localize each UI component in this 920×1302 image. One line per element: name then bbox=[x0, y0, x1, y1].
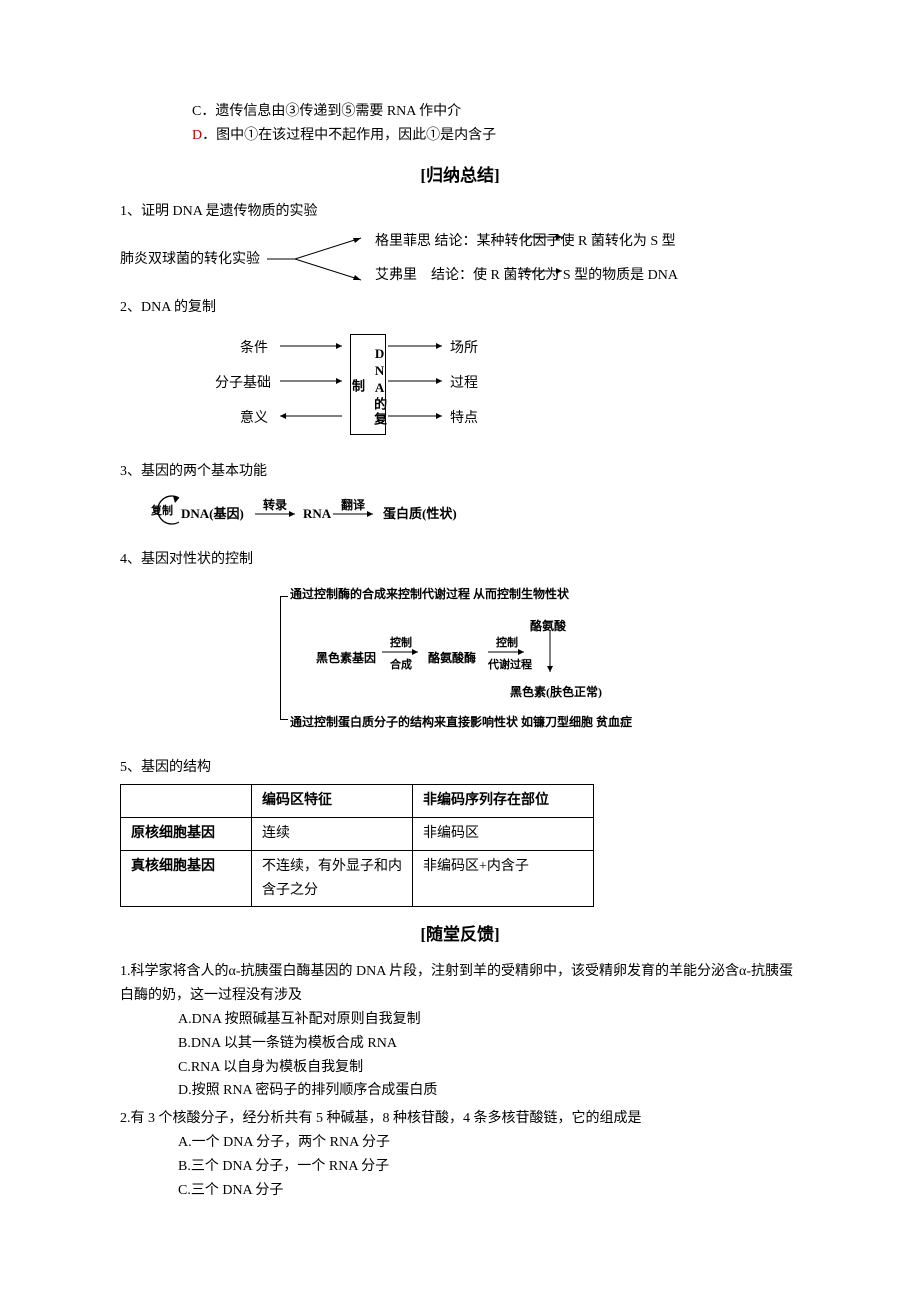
diag4-node1: 黑色素基因 bbox=[316, 648, 376, 668]
gene-structure-table: 编码区特征 非编码序列存在部位 原核细胞基因 连续 非编码区 真核细胞基因 不连… bbox=[120, 784, 594, 907]
diag4-lab1b: 合成 bbox=[390, 656, 412, 675]
heading-3: 3、基因的两个基本功能 bbox=[120, 460, 800, 484]
arrow-icon bbox=[488, 648, 532, 656]
q2-stem: 2.有 3 个核酸分子，经分析共有 5 种碱基，8 种核苷酸，4 条多核苷酸链，… bbox=[120, 1107, 800, 1131]
cell-r1c2: 非编码区 bbox=[413, 818, 594, 851]
arrow-icon bbox=[520, 266, 570, 276]
diag4-bottom: 通过控制蛋白质分子的结构来直接影响性状 如镰刀型细胞 贫血症 bbox=[290, 712, 632, 732]
diagram-gene-functions: 复制 DNA(基因) 转录 RNA 翻译 蛋白质(性状) bbox=[155, 488, 800, 538]
cell-r2c0: 真核细胞基因 bbox=[121, 850, 252, 907]
q1-b: B.DNA 以其一条链为模板合成 RNA bbox=[178, 1032, 800, 1056]
diag1-r2a: 艾弗里 bbox=[375, 268, 417, 283]
diag3-b: DNA(基因) bbox=[181, 503, 244, 525]
diag2-r2: 过程 bbox=[450, 372, 478, 396]
table-row: 真核细胞基因 不连续，有外显子和内含子之分 非编码区+内含子 bbox=[121, 850, 594, 907]
diag1-left: 肺炎双球菌的转化实验 bbox=[120, 248, 260, 272]
diag4-node4: 黑色素(肤色正常) bbox=[510, 682, 602, 702]
table-row: 原核细胞基因 连续 非编码区 bbox=[121, 818, 594, 851]
diag1-r1: 格里菲思 结论：某种转化因子使 R 菌转化为 S 型 bbox=[375, 230, 676, 254]
section-feedback-title: [随堂反馈] bbox=[120, 921, 800, 950]
diag2-l1: 条件 bbox=[240, 337, 268, 361]
cell-r2c2: 非编码区+内含子 bbox=[413, 850, 594, 907]
arrow-down-icon bbox=[546, 630, 554, 680]
diagram-gene-trait: 通过控制酶的合成来控制代谢过程 从而控制生物性状 黑色素基因 控制 合成 酪氨酸… bbox=[280, 578, 640, 738]
arrow-icon bbox=[520, 232, 570, 242]
arrow-icon bbox=[333, 510, 381, 518]
cell-r2c1: 不连续，有外显子和内含子之分 bbox=[252, 850, 413, 907]
diag2-r1: 场所 bbox=[450, 337, 478, 361]
diag3-f: 蛋白质(性状) bbox=[383, 503, 457, 525]
diag2-l2: 分子基础 bbox=[215, 372, 271, 396]
section-summary-title: [归纳总结] bbox=[120, 162, 800, 191]
q2-a: A.一个 DNA 分子，两个 RNA 分子 bbox=[178, 1131, 800, 1155]
heading-2: 2、DNA 的复制 bbox=[120, 296, 800, 320]
diag2-box: DNA的复制 bbox=[350, 334, 386, 435]
q1-d: D.按照 RNA 密码子的排列顺序合成蛋白质 bbox=[178, 1079, 800, 1103]
q2-b: B.三个 DNA 分子，一个 RNA 分子 bbox=[178, 1155, 800, 1179]
diag2-r3: 特点 bbox=[450, 407, 478, 431]
arrow-icon bbox=[382, 648, 426, 656]
diagram-experiment: 肺炎双球菌的转化实验 格里菲思 结论：某种转化因子使 R 菌转化为 S 型 艾弗… bbox=[120, 228, 800, 290]
q1-c: C.RNA 以自身为模板自我复制 bbox=[178, 1056, 800, 1080]
cell-h2: 非编码序列存在部位 bbox=[413, 785, 594, 818]
cell-r1c1: 连续 bbox=[252, 818, 413, 851]
q1-stem: 1.科学家将含人的α-抗胰蛋白酶基因的 DNA 片段，注射到羊的受精卵中，该受精… bbox=[120, 960, 800, 1008]
q1-a: A.DNA 按照碱基互补配对原则自我复制 bbox=[178, 1008, 800, 1032]
diag4-lab2b: 代谢过程 bbox=[488, 656, 532, 675]
diagram-dna-replication: DNA的复制 条件 分子基础 意义 场所 过程 特点 bbox=[120, 324, 800, 444]
branch-icon bbox=[265, 230, 375, 288]
cell-blank bbox=[121, 785, 252, 818]
option-d-letter: D bbox=[192, 128, 202, 143]
diag2-l3: 意义 bbox=[240, 407, 268, 431]
diag1-r2: 艾弗里 结论：使 R 菌转化为 S 型的物质是 DNA bbox=[375, 264, 678, 288]
diag4-top: 通过控制酶的合成来控制代谢过程 从而控制生物性状 bbox=[290, 584, 569, 604]
option-d-text: ．图中①在该过程中不起作用，因此①是内含子 bbox=[202, 128, 496, 143]
diag3-a: 复制 bbox=[151, 502, 173, 521]
option-d: D．图中①在该过程中不起作用，因此①是内含子 bbox=[192, 124, 800, 148]
heading-5: 5、基因的结构 bbox=[120, 756, 800, 780]
diag3-d: RNA bbox=[303, 503, 331, 525]
diag1-r1a: 格里菲思 bbox=[375, 234, 431, 249]
heading-4: 4、基因对性状的控制 bbox=[120, 548, 800, 572]
option-c: C．遗传信息由③传递到⑤需要 RNA 作中介 bbox=[192, 100, 800, 124]
diag2-left-arrows bbox=[280, 334, 350, 434]
heading-1: 1、证明 DNA 是遗传物质的实验 bbox=[120, 200, 800, 224]
diag4-node2: 酪氨酸酶 bbox=[428, 648, 476, 668]
table-row: 编码区特征 非编码序列存在部位 bbox=[121, 785, 594, 818]
cell-r1c0: 原核细胞基因 bbox=[121, 818, 252, 851]
cell-h1: 编码区特征 bbox=[252, 785, 413, 818]
arrow-icon bbox=[255, 510, 303, 518]
q2-c: C.三个 DNA 分子 bbox=[178, 1179, 800, 1203]
diag2-right-arrows bbox=[388, 334, 450, 434]
